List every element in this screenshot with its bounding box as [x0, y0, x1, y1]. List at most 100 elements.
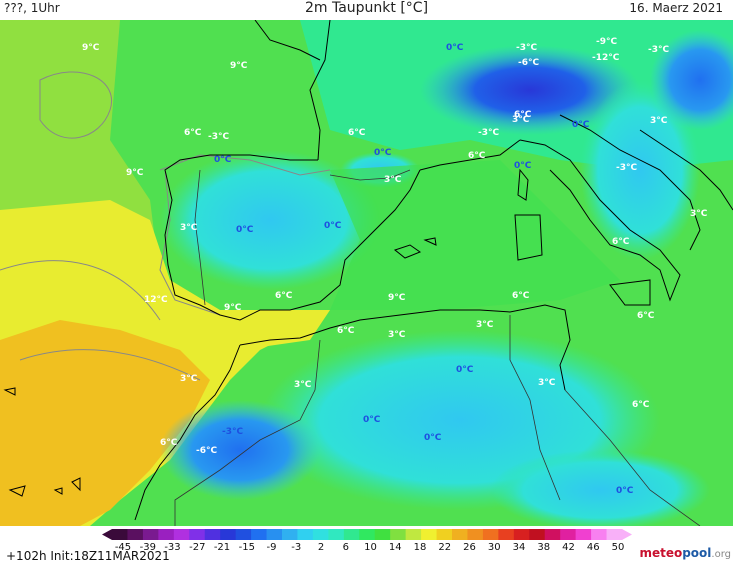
colorbar-swatch: [452, 529, 468, 540]
isotherm-label: 0°C: [374, 148, 392, 158]
colorbar-swatch: [173, 529, 190, 540]
colorbar-swatch: [390, 529, 407, 540]
model-coastline: [0, 71, 331, 381]
colorbar-max-arrow: [622, 529, 632, 540]
isotherm-label: -9°C: [596, 37, 617, 47]
isotherm-label: 3°C: [180, 374, 198, 384]
isotherm-label: 6°C: [184, 128, 202, 138]
field-med: [330, 160, 620, 310]
isotherm-label: -3°C: [208, 132, 229, 142]
field-alps: [420, 45, 640, 135]
colorbar-swatch: [591, 529, 608, 540]
colorbar-swatch: [312, 529, 329, 540]
isotherm-label: 6°C: [337, 326, 355, 336]
colorbar-swatch: [251, 529, 268, 540]
colorbar-tick-label: 6: [343, 542, 349, 553]
colorbar-swatch: [189, 529, 206, 540]
isotherm-label: 3°C: [180, 223, 198, 233]
isotherm-label: 6°C: [348, 128, 366, 138]
colorbar-tick-label: 38: [537, 542, 550, 553]
colorbar-min-arrow: [102, 529, 112, 540]
isotherm-label: 9°C: [126, 168, 144, 178]
header: ???, 1Uhr 2m Taupunkt [°C] 16. Maerz 202…: [0, 0, 733, 20]
colorbar-tick-label: -27: [189, 542, 205, 553]
colorbar-tick-label: -3: [291, 542, 301, 553]
isotherm-label: 9°C: [82, 43, 100, 53]
isotherm-label: 6°C: [637, 311, 655, 321]
isotherm-label: -12°C: [592, 53, 620, 63]
isotherm-label: 0°C: [572, 120, 590, 130]
isotherm-label: 3°C: [476, 320, 494, 330]
colorbar-swatch: [220, 529, 237, 540]
isotherm-label: 9°C: [230, 61, 248, 71]
isotherm-label: 0°C: [514, 161, 532, 171]
isotherm-label: 0°C: [236, 225, 254, 235]
field-atlas: [160, 400, 320, 500]
colorbar-swatch: [297, 529, 314, 540]
colorbar-swatch: [513, 529, 530, 540]
colorbar-swatch: [498, 529, 515, 540]
logo-part-2: pool: [682, 546, 712, 560]
colorbar-tick-label: 14: [389, 542, 402, 553]
colorbar-tick-label: 34: [513, 542, 526, 553]
field-italy: [580, 80, 700, 260]
colorbar-swatch: [374, 529, 391, 540]
isotherm-label: 3°C: [538, 378, 556, 388]
isotherm-label: 0°C: [214, 155, 232, 165]
map-title: 2m Taupunkt [°C]: [304, 0, 429, 16]
canary-islands: [3, 387, 81, 497]
colorbar-swatch: [235, 529, 252, 540]
isotherm-label: 0°C: [424, 433, 442, 443]
colorbar-tick-label: 50: [612, 542, 625, 553]
colorbar-swatches: [102, 529, 632, 540]
colorbar-swatch: [436, 529, 453, 540]
isotherm-label: 6°C: [275, 291, 293, 301]
colorbar-swatch: [112, 529, 128, 540]
colorbar-swatch: [204, 529, 221, 540]
isotherm-label: -3°C: [648, 45, 669, 55]
coastlines: [134, 20, 733, 521]
field-iberia: [160, 150, 380, 290]
colorbar-swatch: [544, 529, 561, 540]
colorbar-swatch: [560, 529, 577, 540]
isotherm-label: 0°C: [616, 486, 634, 496]
isotherm-label: 12°C: [144, 295, 168, 305]
isotherm-label: -3°C: [516, 43, 537, 53]
colorbar-swatch: [421, 529, 438, 540]
borders: [174, 169, 701, 526]
isotherm-label: 0°C: [446, 43, 464, 53]
colorbar-tick-label: 2: [318, 542, 324, 553]
isotherm-label: 3°C: [388, 330, 406, 340]
colorbar-tick-label: -39: [140, 542, 156, 553]
colorbar-swatch: [127, 529, 144, 540]
colorbar-swatch: [343, 529, 360, 540]
meteopool-logo[interactable]: meteopool.org: [639, 546, 731, 560]
colorbar-tick-label: 22: [438, 542, 451, 553]
field-atlantic-orange: [0, 320, 210, 526]
isotherm-label: -3°C: [616, 163, 637, 173]
isotherm-label: 6°C: [612, 237, 630, 247]
field-strait: [220, 310, 330, 350]
isotherm-label: 3°C: [690, 209, 708, 219]
isotherm-label: -6°C: [196, 446, 217, 456]
model-run: +102h Init:18Z11MAR2021: [6, 549, 170, 563]
isotherm-label: 0°C: [363, 415, 381, 425]
isotherm-label: 6°C: [468, 151, 486, 161]
logo-part-3: .org: [711, 549, 731, 560]
isotherm-label: 9°C: [388, 293, 406, 303]
isotherm-label: 3°C: [384, 175, 402, 185]
colorbar-tick-label: -9: [267, 542, 277, 553]
forecast-date: 16. Maerz 2021: [629, 1, 723, 15]
isotherm-label: 6°C: [632, 400, 650, 410]
isotherm-label: 6°C: [514, 110, 532, 120]
colorbar-swatch: [467, 529, 484, 540]
colorbar-tick-label: 26: [463, 542, 476, 553]
colorbar-ticks: -45 -39 -33 -27 -21 -15 -9 -3 2 6 10 14 18 22 26 30 34 38…: [115, 542, 625, 553]
colorbar-tick-label: -45: [115, 542, 131, 553]
colorbar-tick-label: 18: [414, 542, 427, 553]
isotherm-label: -6°C: [518, 58, 539, 68]
isotherm-label: -3°C: [222, 427, 243, 437]
isotherm-label: 6°C: [512, 291, 530, 301]
colorbar-tick-label: 46: [587, 542, 600, 553]
colorbar-swatch: [142, 529, 159, 540]
